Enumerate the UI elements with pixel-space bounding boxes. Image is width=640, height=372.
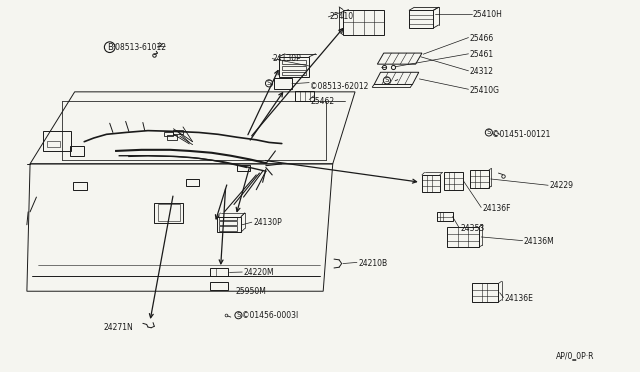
Text: 25462: 25462 [310, 97, 335, 106]
Text: 24136E: 24136E [505, 294, 534, 303]
Text: 24229: 24229 [549, 182, 573, 190]
Bar [70, 146, 84, 157]
Text: S: S [385, 77, 389, 83]
Bar [217, 217, 241, 232]
Bar [274, 78, 292, 89]
Bar [409, 10, 433, 28]
Bar [186, 179, 199, 186]
Bar [282, 61, 306, 64]
Bar [220, 226, 237, 231]
Bar [278, 57, 309, 77]
Text: 25461: 25461 [470, 51, 494, 60]
Bar [164, 132, 173, 136]
Bar [211, 268, 228, 276]
Bar [282, 71, 306, 75]
Bar [211, 282, 228, 290]
Text: ©01451-00121: ©01451-00121 [492, 130, 550, 139]
Bar [436, 212, 452, 221]
Text: 24130P: 24130P [272, 54, 301, 63]
Bar [43, 131, 72, 151]
Bar [294, 91, 314, 101]
Text: 24271N: 24271N [103, 323, 133, 331]
Text: 24312: 24312 [470, 67, 493, 76]
Bar [282, 66, 306, 70]
Bar [472, 283, 499, 302]
Text: ²08513-61012: ²08513-61012 [113, 43, 167, 52]
Text: 24353: 24353 [460, 224, 484, 233]
Bar [173, 130, 183, 134]
Bar [220, 221, 237, 225]
Bar [237, 164, 250, 171]
Text: ©01456-0003l: ©01456-0003l [243, 311, 298, 320]
Bar [470, 170, 489, 188]
Bar [157, 205, 180, 221]
Text: ©08513-62012: ©08513-62012 [310, 82, 369, 91]
Bar [73, 182, 87, 190]
Bar [220, 217, 237, 220]
Text: 25410G: 25410G [470, 86, 500, 94]
Text: 24136F: 24136F [483, 203, 511, 213]
Bar [167, 135, 177, 140]
Text: 25950M: 25950M [236, 287, 267, 296]
Text: S: S [267, 80, 271, 86]
Text: 25410: 25410 [330, 12, 354, 22]
Text: 24210B: 24210B [358, 259, 387, 268]
Text: 25410H: 25410H [473, 10, 503, 19]
Bar [343, 10, 385, 35]
Text: 25466: 25466 [470, 34, 494, 43]
Text: 24130P: 24130P [253, 218, 282, 227]
Bar [154, 203, 183, 223]
Bar [422, 175, 440, 192]
Text: B: B [107, 43, 113, 52]
Bar [444, 172, 463, 190]
Text: S: S [236, 312, 241, 318]
Text: 24220M: 24220M [244, 268, 274, 277]
Bar [447, 227, 479, 247]
Text: S: S [486, 129, 491, 135]
Bar [47, 141, 60, 147]
Text: 24136M: 24136M [524, 237, 555, 246]
Text: AP/0‗0P·R: AP/0‗0P·R [556, 351, 595, 360]
